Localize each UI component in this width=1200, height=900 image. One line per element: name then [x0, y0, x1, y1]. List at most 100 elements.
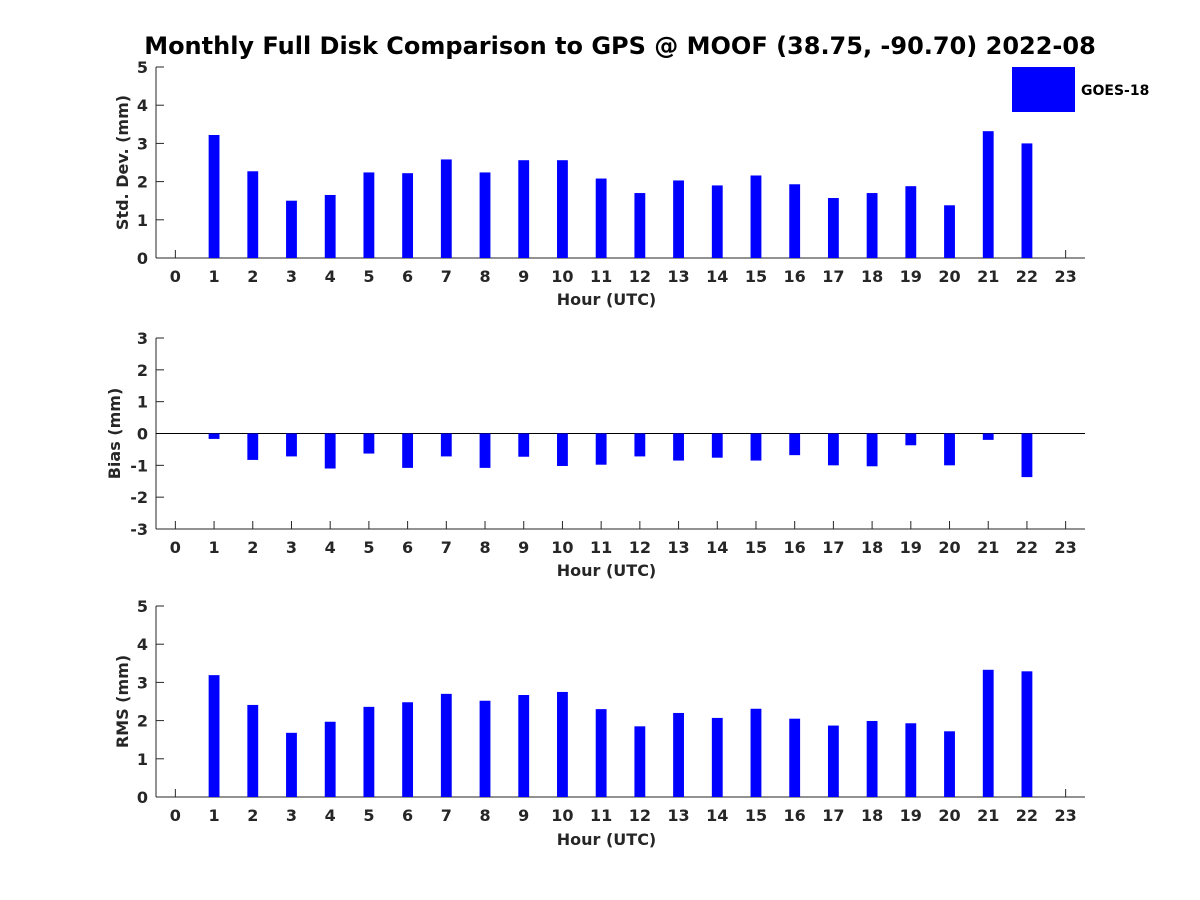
x-tick-label: 12 [629, 806, 651, 825]
bar-rms-hour-12 [634, 726, 646, 797]
bar-bias-hour-8 [479, 433, 491, 468]
x-tick-label: 18 [861, 267, 883, 286]
bar-rms-hour-2 [247, 704, 259, 797]
x-tick-label: 11 [590, 538, 612, 557]
bar-bias-hour-13 [673, 433, 684, 461]
legend-label: GOES-18 [1081, 83, 1149, 99]
x-tick-label: 17 [822, 538, 844, 557]
x-tick-label: 14 [706, 806, 728, 825]
x-tick-label: 20 [938, 538, 960, 557]
x-tick-label: 3 [286, 267, 297, 286]
x-axis-label: Hour (UTC) [557, 830, 657, 849]
x-tick-label: 0 [170, 267, 181, 286]
x-tick-label: 22 [1016, 267, 1038, 286]
bar-std-hour-6 [402, 173, 414, 258]
bar-bias-hour-1 [208, 433, 220, 439]
x-tick-label: 8 [479, 538, 490, 557]
x-tick-label: 20 [938, 267, 960, 286]
bar-std-hour-14 [711, 185, 723, 258]
x-tick-label: 16 [784, 806, 806, 825]
y-tick-label: 5 [137, 597, 148, 616]
bar-rms-hour-11 [595, 709, 607, 797]
y-tick-label: 4 [137, 96, 148, 115]
bar-rms-hour-6 [402, 702, 414, 797]
x-tick-label: 13 [667, 538, 689, 557]
x-tick-label: 18 [861, 806, 883, 825]
bar-std-hour-7 [440, 159, 452, 258]
bar-rms-hour-18 [866, 720, 878, 797]
bar-std-hour-20 [944, 205, 955, 258]
bar-std-hour-13 [673, 180, 684, 258]
y-tick-label: 0 [137, 425, 148, 444]
x-tick-label: 23 [1055, 267, 1077, 286]
y-axis-label: Std. Dev. (mm) [113, 95, 132, 230]
figure-title: Monthly Full Disk Comparison to GPS @ MO… [144, 32, 1096, 60]
y-tick-label: 5 [137, 58, 148, 77]
bar-bias-hour-10 [557, 433, 568, 466]
bar-rms-hour-7 [440, 693, 452, 797]
bar-bias-hour-16 [789, 433, 801, 456]
bar-std-hour-4 [324, 194, 336, 258]
x-tick-label: 1 [208, 267, 219, 286]
bar-rms-hour-10 [557, 691, 568, 797]
legend: GOES-18 [1012, 67, 1149, 112]
bar-rms-hour-9 [518, 695, 530, 797]
x-tick-label: 11 [590, 806, 612, 825]
x-tick-label: 10 [551, 267, 573, 286]
x-tick-label: 3 [286, 806, 297, 825]
y-tick-label: 1 [137, 211, 148, 230]
x-tick-label: 15 [745, 806, 767, 825]
bar-bias-hour-3 [286, 433, 297, 457]
bar-bias-hour-17 [827, 433, 839, 466]
bar-rms-hour-8 [479, 700, 491, 797]
x-tick-label: 5 [363, 267, 374, 286]
bar-bias-hour-18 [866, 433, 878, 467]
x-tick-label: 7 [441, 806, 452, 825]
y-tick-label: 2 [137, 712, 148, 731]
bar-bias-hour-9 [518, 433, 530, 457]
bar-std-hour-17 [827, 198, 839, 258]
x-tick-label: 9 [518, 267, 529, 286]
x-tick-label: 23 [1055, 538, 1077, 557]
x-tick-label: 15 [745, 267, 767, 286]
bar-rms-hour-22 [1021, 671, 1033, 797]
x-tick-label: 8 [479, 806, 490, 825]
x-tick-label: 15 [745, 538, 767, 557]
bar-rms-hour-15 [750, 708, 762, 797]
bar-std-hour-5 [363, 172, 375, 258]
x-tick-label: 3 [286, 538, 297, 557]
bar-std-hour-12 [634, 193, 646, 258]
x-axis-label: Hour (UTC) [557, 290, 657, 309]
x-tick-label: 14 [706, 538, 728, 557]
y-tick-label: 4 [137, 635, 148, 654]
bar-rms-hour-1 [208, 675, 220, 797]
x-tick-label: 6 [402, 267, 413, 286]
y-tick-label: 0 [137, 788, 148, 807]
bar-std-hour-10 [557, 160, 568, 258]
x-tick-label: 19 [900, 538, 922, 557]
y-tick-label: 0 [137, 249, 148, 268]
x-tick-label: 8 [479, 267, 490, 286]
x-tick-label: 20 [938, 806, 960, 825]
x-tick-label: 17 [822, 267, 844, 286]
y-tick-label: 1 [137, 750, 148, 769]
x-tick-label: 6 [402, 538, 413, 557]
bar-std-hour-16 [789, 184, 801, 258]
x-tick-label: 19 [900, 267, 922, 286]
bar-std-hour-11 [595, 178, 607, 258]
x-tick-label: 4 [325, 267, 336, 286]
bar-std-hour-19 [905, 186, 917, 258]
x-tick-label: 13 [667, 806, 689, 825]
x-tick-label: 10 [551, 806, 573, 825]
bar-bias-hour-6 [402, 433, 414, 468]
x-tick-label: 9 [518, 806, 529, 825]
bar-rms-hour-20 [944, 731, 955, 797]
x-tick-label: 2 [247, 538, 258, 557]
x-tick-label: 22 [1016, 806, 1038, 825]
x-tick-label: 11 [590, 267, 612, 286]
y-tick-label: 1 [137, 393, 148, 412]
x-tick-label: 4 [325, 806, 336, 825]
